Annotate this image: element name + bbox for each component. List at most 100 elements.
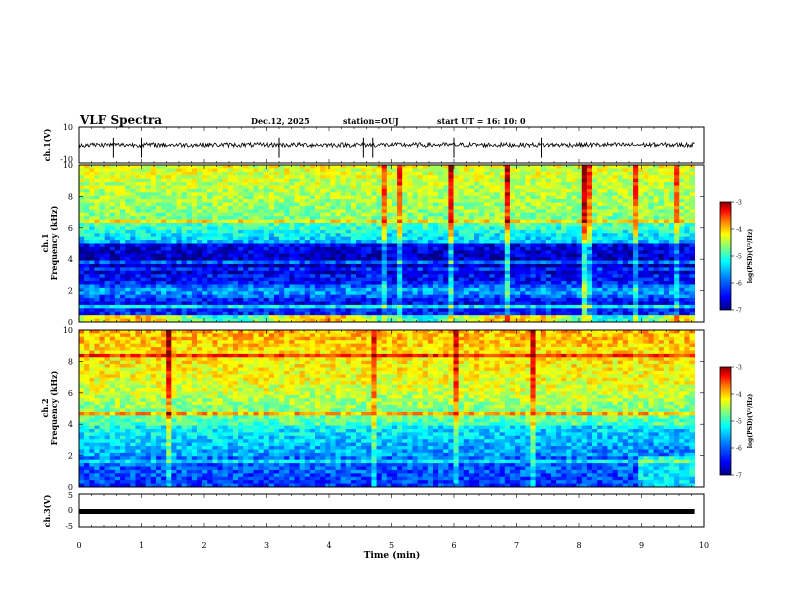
spectrogram-cell <box>273 178 280 183</box>
spectrogram-cell <box>104 223 111 227</box>
spectrogram-cell <box>356 243 362 248</box>
spectrogram-cell <box>633 209 639 214</box>
spectrogram-cell <box>84 263 90 268</box>
spectrogram-cell <box>438 250 444 255</box>
spectrogram-cell <box>550 199 557 203</box>
spectrogram-cell <box>227 281 234 285</box>
spectrogram-cell <box>602 243 608 248</box>
spectrogram-cell <box>217 263 224 268</box>
spectrogram-cell <box>104 274 111 279</box>
spectrogram-cell <box>84 274 90 279</box>
spectrogram-cell <box>566 209 572 214</box>
spectrogram-cell <box>468 267 475 272</box>
spectrogram-cell <box>294 192 300 197</box>
spectrogram-cell <box>356 185 362 190</box>
spectrogram-cell <box>155 195 162 200</box>
spectrogram-cell <box>633 182 639 186</box>
spectrogram-cell <box>135 246 141 251</box>
spectrogram-cell <box>366 212 372 217</box>
spectrogram-cell <box>545 270 552 275</box>
spectrogram-cell <box>155 233 162 238</box>
spectrogram-cell <box>345 291 352 296</box>
spectrogram-cell <box>227 277 234 282</box>
spectrogram-cell <box>171 250 177 255</box>
spectrogram-cell <box>79 229 85 234</box>
spectrogram-cell <box>489 195 495 200</box>
spectrogram-cell <box>499 182 506 186</box>
spectrogram-cell <box>217 257 224 261</box>
spectrogram-cell <box>638 205 644 210</box>
spectrogram-cell <box>166 233 172 238</box>
spectrogram-cell <box>417 212 424 217</box>
spectrogram-cell <box>540 253 547 258</box>
spectrogram-cell <box>535 209 542 214</box>
spectrogram-cell <box>648 277 654 282</box>
spectrogram-cell <box>412 212 418 217</box>
spectrogram-cell <box>227 298 234 302</box>
spectrogram-cell <box>345 209 352 214</box>
spectrogram-cell <box>289 185 295 190</box>
spectrogram-cell <box>120 294 126 299</box>
spectrogram-cell <box>474 165 480 169</box>
spectrogram-cell <box>232 243 239 248</box>
spectrogram-cell <box>484 281 490 285</box>
spectrogram-cell <box>253 178 259 183</box>
spectrogram-cell <box>597 182 603 186</box>
spectrogram-cell <box>566 171 572 176</box>
spectrogram-cell <box>417 178 424 183</box>
spectrogram-cell <box>125 281 131 285</box>
spectrogram-cell <box>227 216 234 221</box>
spectrogram-cell <box>104 257 111 261</box>
spectrogram-cell <box>494 205 501 210</box>
spectrogram-cell <box>320 253 326 258</box>
spectrogram-cell <box>458 195 465 200</box>
spectrogram-cell <box>668 171 675 176</box>
spectrogram-cell <box>299 202 306 207</box>
spectrogram-cell <box>273 175 280 180</box>
spectrogram-cell <box>412 287 418 292</box>
spectrogram-cell <box>161 212 167 217</box>
spectrogram-cell <box>176 284 182 289</box>
spectrogram-cell <box>561 246 567 251</box>
spectrogram-cell <box>335 277 342 282</box>
spectrogram-cell <box>566 185 572 190</box>
spectrogram-cell <box>540 175 547 180</box>
spectrogram-cell <box>125 202 131 207</box>
spectrogram-cell <box>658 274 665 279</box>
spectrogram-cell <box>417 253 424 258</box>
spectrogram-cell <box>279 202 285 207</box>
spectrogram-cell <box>253 274 259 279</box>
spectrogram-cell <box>566 270 572 275</box>
spectrogram-cell <box>273 226 280 231</box>
spectrogram-cell <box>243 246 249 251</box>
spectrogram-cell <box>412 202 418 207</box>
spectrogram-cell <box>586 240 593 244</box>
spectrogram-cell <box>268 212 275 217</box>
spectrogram-cell <box>366 291 372 296</box>
spectrogram-cell <box>314 263 321 268</box>
spectrogram-cell <box>576 165 583 169</box>
spectrogram-cell <box>181 284 188 289</box>
spectrogram-cell <box>391 209 398 214</box>
spectrogram-cell <box>304 209 311 214</box>
spectrogram-cell <box>340 195 347 200</box>
spectrogram-cell <box>232 185 239 190</box>
spectrogram-cell <box>361 246 367 251</box>
spectrogram-cell <box>432 195 439 200</box>
spectrogram-cell <box>653 267 660 272</box>
spectrogram-cell <box>520 192 526 197</box>
spectrogram-cell <box>207 260 213 265</box>
spectrogram-cell <box>109 171 116 176</box>
spectrogram-cell <box>489 219 495 224</box>
spectrogram-cell <box>484 171 490 176</box>
spectrogram-cell <box>314 246 321 251</box>
spectrogram-cell <box>263 277 270 282</box>
spectrogram-cell <box>294 195 300 200</box>
spectrogram-cell <box>289 178 295 183</box>
spectrogram-cell <box>412 219 418 224</box>
spectrogram-cell <box>320 199 326 203</box>
spectrogram-cell <box>617 298 624 302</box>
spectrogram-cell <box>586 192 593 197</box>
spectrogram-cell <box>448 294 454 299</box>
spectrogram-cell <box>361 209 367 214</box>
